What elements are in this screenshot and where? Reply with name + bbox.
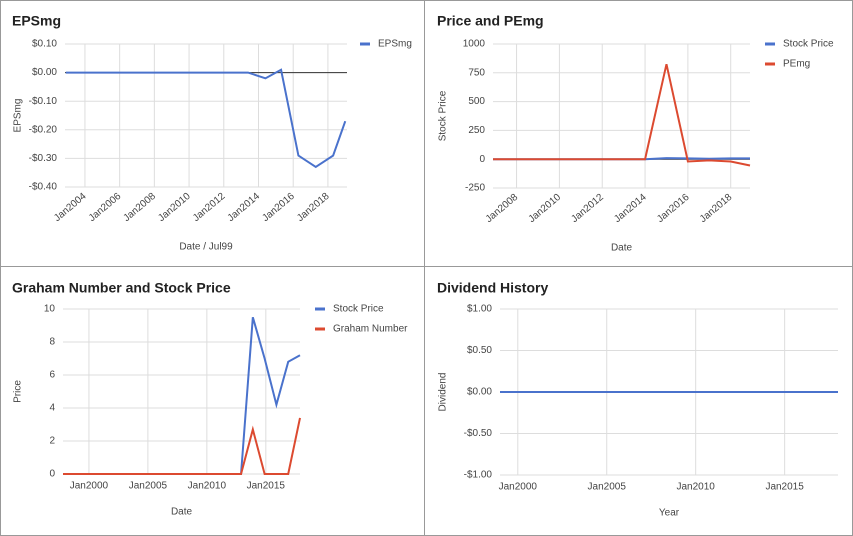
y-axis-label: Dividend xyxy=(438,373,449,412)
y-axis-label: EPSmg xyxy=(13,99,24,133)
y-tick-label: $0.50 xyxy=(467,345,492,356)
y-tick-label: 1000 xyxy=(463,39,486,50)
y-tick-label: -$0.50 xyxy=(464,428,493,439)
series-line xyxy=(63,417,301,475)
y-tick-label: 2 xyxy=(49,436,55,447)
y-tick-label: $0.00 xyxy=(32,67,57,78)
series-line xyxy=(65,68,347,169)
x-tick-label: Jan2000 xyxy=(499,482,538,493)
y-tick-label: 8 xyxy=(49,337,55,348)
chart-title: EPSmg xyxy=(12,13,61,29)
y-tick-label: $0.10 xyxy=(32,39,57,50)
chart-title: Graham Number and Stock Price xyxy=(12,280,231,296)
x-tick-label: Jan2005 xyxy=(129,481,168,492)
x-axis-label: Year xyxy=(659,508,680,519)
y-tick-label: -250 xyxy=(465,183,485,194)
y-tick-label: 250 xyxy=(468,125,485,136)
divider xyxy=(424,0,425,536)
chart-title: Price and PEmg xyxy=(437,13,544,29)
x-tick-label: Jan2015 xyxy=(765,482,804,493)
y-tick-label: 500 xyxy=(468,96,485,107)
x-tick-label: Jan2000 xyxy=(70,481,109,492)
y-tick-label: 6 xyxy=(49,370,55,381)
legend-label: Stock Price xyxy=(783,39,834,50)
legend-label: PEmg xyxy=(783,59,810,70)
y-tick-label: $1.00 xyxy=(467,304,492,315)
y-tick-label: 4 xyxy=(49,403,55,414)
y-tick-label: -$0.40 xyxy=(29,182,58,193)
x-axis-label: Date xyxy=(611,243,633,254)
y-axis-label: Stock Price xyxy=(438,90,449,141)
series-line xyxy=(493,63,751,167)
y-tick-label: $0.00 xyxy=(467,387,492,398)
legend-label: Stock Price xyxy=(333,304,384,315)
x-tick-label: Jan2015 xyxy=(247,481,286,492)
x-tick-label: Jan2010 xyxy=(676,482,715,493)
x-tick-label: Jan2005 xyxy=(588,482,627,493)
chart-panel: Graham Number and Stock Price 10 8 6 4 2 0 Jan2… xyxy=(0,267,424,536)
chart-title: Dividend History xyxy=(437,280,548,296)
x-axis-label: Date xyxy=(171,507,193,518)
legend-label: Graham Number xyxy=(333,324,408,335)
divider xyxy=(0,266,853,267)
y-tick-label: -$0.10 xyxy=(29,96,58,107)
y-tick-label: 10 xyxy=(44,304,56,315)
y-tick-label: -$0.20 xyxy=(29,124,58,135)
x-axis-label: Date / Jul99 xyxy=(179,242,233,253)
y-axis-label: Price xyxy=(13,380,24,403)
chart-panel: Dividend History $1.00 $0.50 $0.00 -$0.50 -$1… xyxy=(425,267,853,536)
y-tick-label: -$1.00 xyxy=(464,470,493,481)
x-tick-label: Jan2010 xyxy=(188,481,227,492)
y-tick-label: 750 xyxy=(468,67,485,78)
legend-label: EPSmg xyxy=(378,39,412,50)
y-tick-label: 0 xyxy=(49,469,55,480)
y-tick-label: -$0.30 xyxy=(29,153,58,164)
chart-panel: EPSmg$0.10$0.00-$0.10-$0.20-$0.30-$0.40J… xyxy=(0,0,424,266)
y-tick-label: 0 xyxy=(479,154,485,165)
